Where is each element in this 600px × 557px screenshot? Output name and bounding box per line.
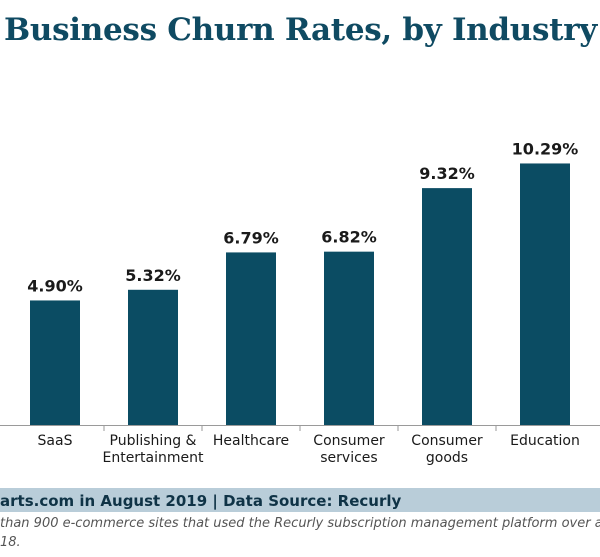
bar-value-label: 9.32% [419, 164, 475, 183]
bar [520, 163, 570, 425]
source-band [0, 488, 600, 512]
bar-value-label: 4.90% [27, 276, 83, 295]
category-label: services [320, 450, 377, 466]
category-label: Publishing & [110, 433, 197, 449]
bar [226, 252, 276, 425]
bar-value-label: 10.29% [512, 139, 579, 158]
bar [422, 188, 472, 425]
bar-value-label: 5.32% [125, 266, 181, 285]
category-label: Entertainment [102, 450, 204, 466]
category-label: Consumer [411, 433, 483, 449]
bar-value-label: 6.79% [223, 228, 279, 247]
bar-chart: 4.90% SaaS 5.32% Publishing &Entertainment 6… [0, 139, 600, 466]
footnote-line-1: than 900 e-commerce sites that used the … [0, 516, 600, 531]
source-text: arts.com in August 2019 | Data Source: R… [0, 492, 402, 510]
footnote-band [0, 512, 600, 557]
bar-value-label: 6.82% [321, 228, 377, 247]
category-label: SaaS [38, 433, 73, 449]
category-label: Consumer [313, 433, 385, 449]
bar [30, 300, 80, 425]
bar [324, 251, 374, 425]
bar [128, 289, 178, 425]
category-label: goods [426, 450, 468, 466]
footnote-line-2: 18. [0, 535, 21, 550]
category-label: Education [510, 433, 580, 449]
category-label: Healthcare [213, 433, 289, 449]
footnote: than 900 e-commerce sites that used the … [0, 514, 600, 552]
chart-title: Business Churn Rates, by Industry [4, 12, 597, 48]
